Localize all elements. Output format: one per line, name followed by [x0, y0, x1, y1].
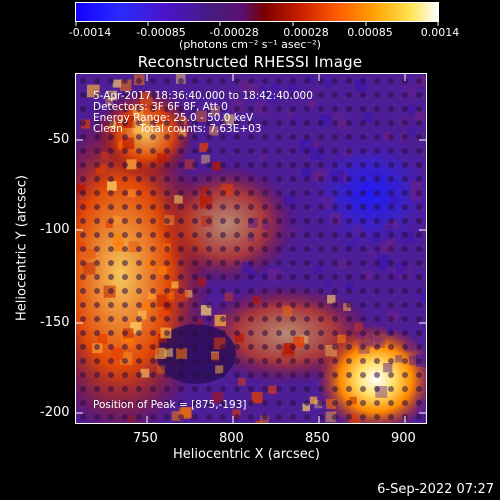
x-tick-label: 850 — [305, 431, 330, 446]
info-detectors: Detectors: 3F 6F 8F, Att 0 — [93, 101, 228, 113]
info-peak: Position of Peak = [875,-193] — [93, 399, 247, 411]
colorbar — [75, 2, 439, 22]
colorbar-units: (photons cm⁻² s⁻¹ asec⁻²) — [179, 38, 321, 51]
info-energy: Energy Range: 25.0 - 50.0 keV — [93, 112, 254, 124]
rhessi-image: 5-Apr-2017 18:36:40.000 to 18:42:40.000 … — [75, 73, 427, 424]
y-tick-label: -200 — [40, 405, 70, 420]
y-tick-label: -100 — [40, 222, 70, 237]
colorbar-tick-label: -0.00028 — [209, 26, 259, 39]
generation-timestamp: 6-Sep-2022 07:27 — [377, 482, 494, 497]
info-time-range: 5-Apr-2017 18:36:40.000 to 18:42:40.000 — [93, 90, 313, 102]
colorbar-tick-label: -0.00085 — [136, 26, 186, 39]
colorbar-tick-label: -0.0014 — [68, 26, 112, 39]
colorbar-ticks — [75, 22, 439, 26]
x-tick-label: 800 — [219, 431, 244, 446]
x-tick-label: 750 — [133, 431, 158, 446]
y-tick-label: -150 — [40, 315, 70, 330]
image-title: Reconstructed RHESSI Image — [137, 53, 363, 71]
x-tick-label: 900 — [391, 431, 416, 446]
y-axis-label: Heliocentric Y (arcsec) — [14, 175, 30, 321]
x-axis-label: Heliocentric X (arcsec) — [173, 447, 320, 462]
info-clean: Clean Total counts: 7.63E+03 — [93, 123, 262, 135]
colorbar-tick-label: 0.00028 — [283, 26, 329, 39]
colorbar-tick-label: 0.00085 — [347, 26, 393, 39]
rhessi-image-canvas: 5-Apr-2017 18:36:40.000 to 18:42:40.000 … — [76, 74, 426, 423]
colorbar-tick-label: 0.0014 — [420, 26, 460, 39]
y-tick-label: -50 — [48, 132, 70, 147]
